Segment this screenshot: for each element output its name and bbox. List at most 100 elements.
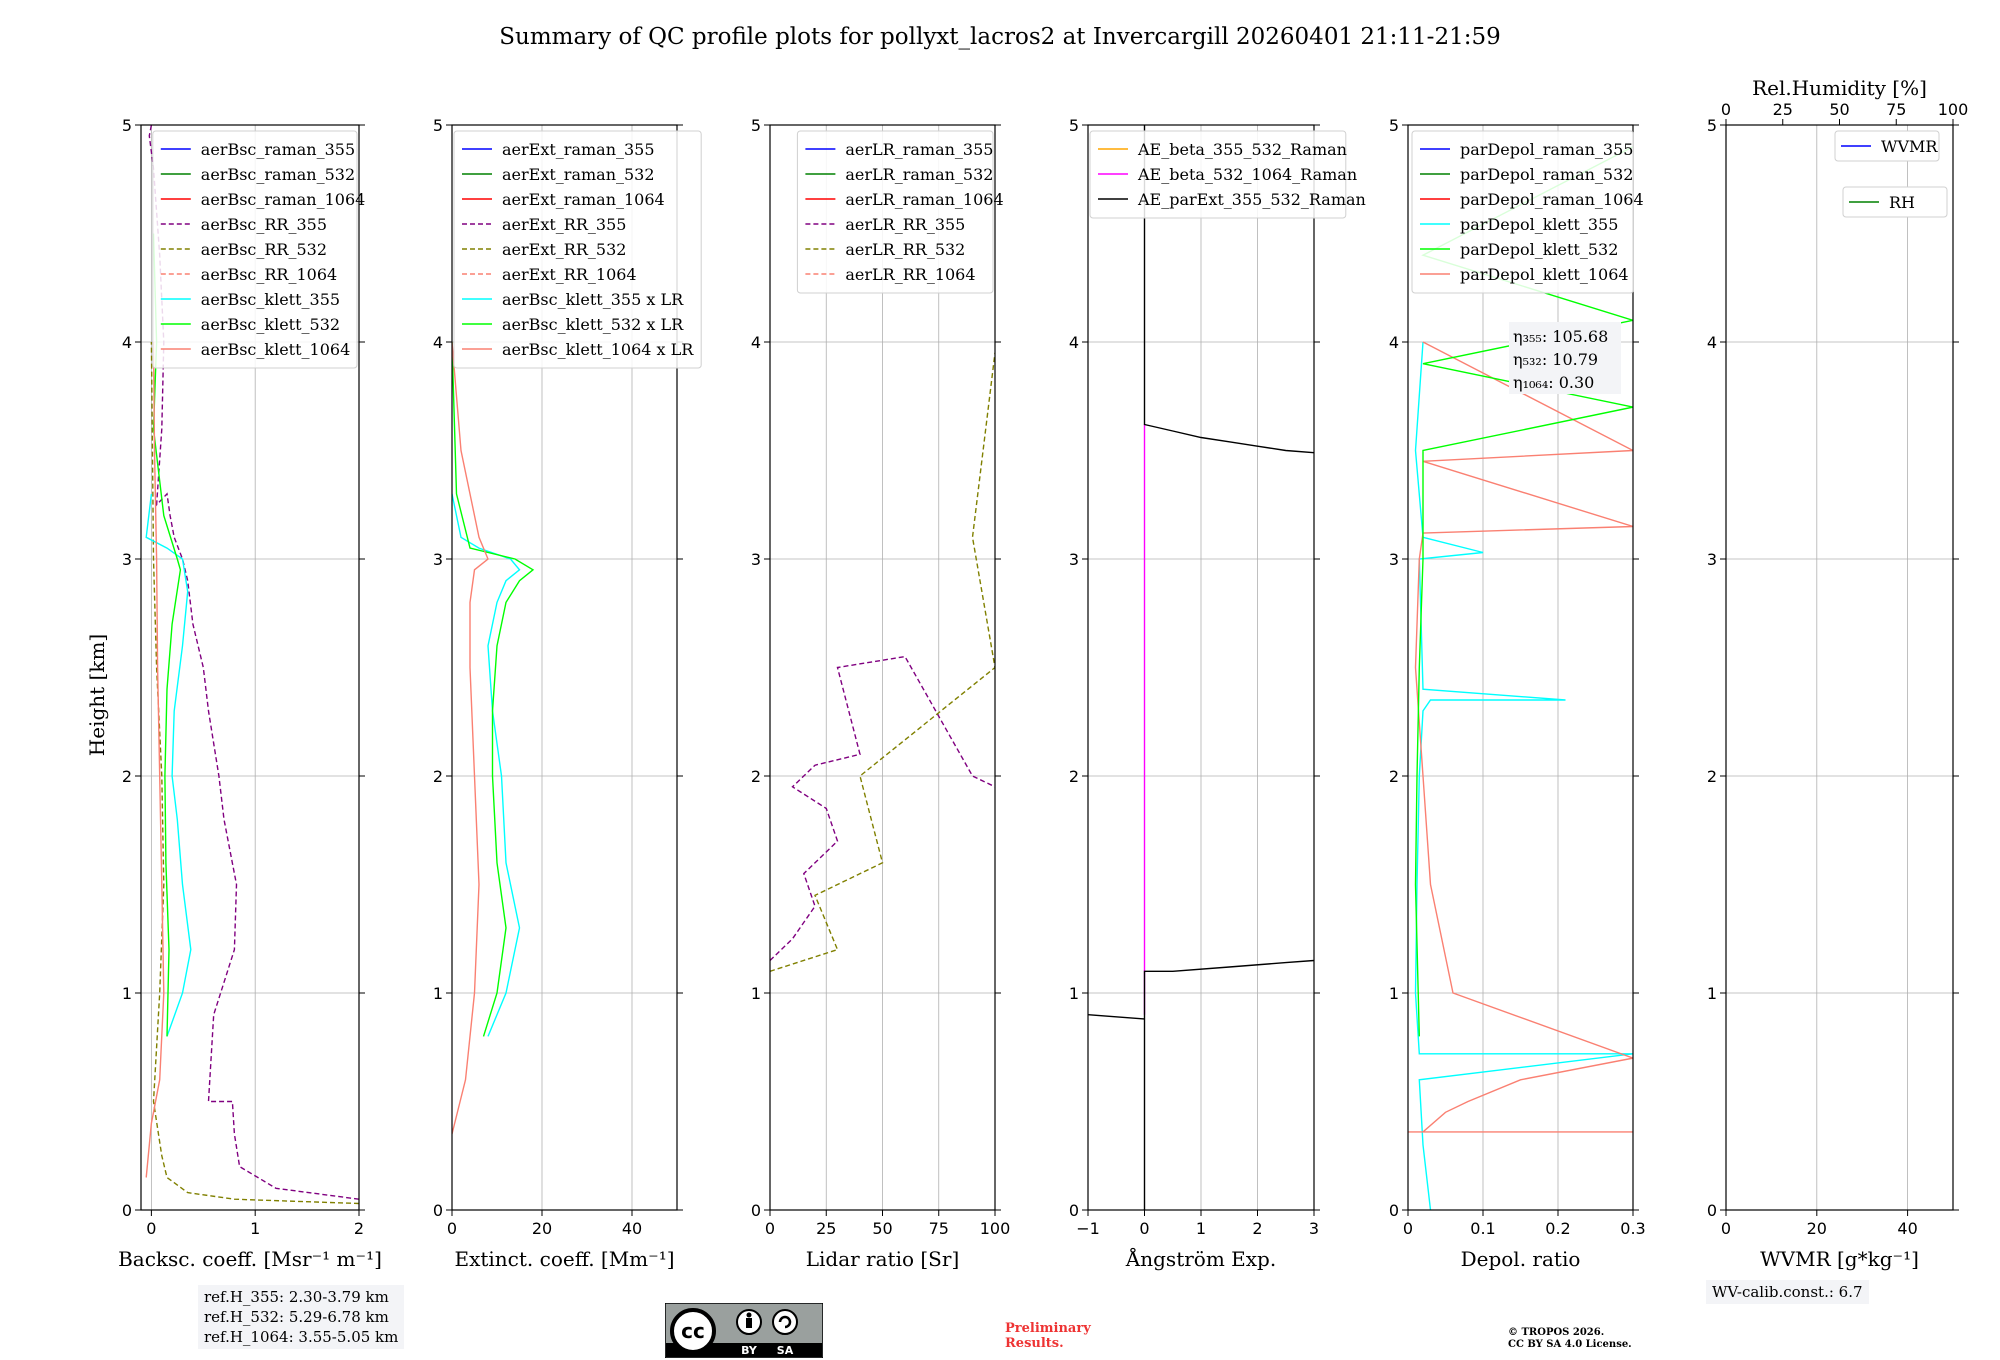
y-tick-label: 5 xyxy=(751,116,761,135)
copyright-note: © TROPOS 2026. CC BY SA 4.0 License. xyxy=(1508,1327,1632,1350)
top-x-tick-label: 75 xyxy=(1886,100,1906,119)
legend-label: parDepol_raman_532 xyxy=(1460,165,1633,184)
panel-lidar_ratio: 0 25 50 75 100 0 1 2 3 4 5 Lidar ratio [Sr] aerLR_ra… xyxy=(751,116,1010,1271)
y-tick-label: 0 xyxy=(122,1201,132,1220)
legend-label: aerLR_RR_355 xyxy=(845,215,965,234)
y-tick-label: 2 xyxy=(1389,767,1399,786)
y-tick-label: 5 xyxy=(1707,116,1717,135)
y-tick-label: 4 xyxy=(751,333,761,352)
reference-height-box: ref.H_355: 2.30-3.79 km ref.H_532: 5.29-… xyxy=(198,1285,405,1349)
top-x-tick-label: 25 xyxy=(1773,100,1793,119)
legend-label: aerExt_RR_355 xyxy=(502,215,626,234)
y-tick-label: 3 xyxy=(122,550,132,569)
legend-label: aerExt_raman_532 xyxy=(502,165,655,184)
x-tick-label: 3 xyxy=(1309,1219,1319,1238)
y-tick-label: 1 xyxy=(751,984,761,1003)
x-axis-label: Extinct. coeff. [Mm⁻¹] xyxy=(454,1247,674,1271)
series-aerBsc_klett_355 x LR xyxy=(452,493,521,1037)
x-tick-label: 25 xyxy=(816,1219,836,1238)
legend-box xyxy=(796,130,994,294)
legend-label: aerBsc_RR_355 xyxy=(201,215,327,234)
y-tick-label: 0 xyxy=(1069,1201,1079,1220)
x-tick-label: 0 xyxy=(146,1219,156,1238)
x-axis-label: WVMR [g*kg⁻¹] xyxy=(1760,1247,1919,1271)
x-tick-label: 0 xyxy=(1721,1219,1731,1238)
y-tick-label: 0 xyxy=(751,1201,761,1220)
y-tick-label: 5 xyxy=(1389,116,1399,135)
top-x-tick-label: 50 xyxy=(1829,100,1849,119)
y-tick-label: 0 xyxy=(1389,1201,1399,1220)
legend-box xyxy=(453,130,702,369)
axes-frame xyxy=(140,124,360,1211)
ref-height-1064: ref.H_1064: 3.55-5.05 km xyxy=(204,1328,399,1346)
cc-by-sa-badge: cc BY SA xyxy=(665,1303,823,1358)
y-tick-label: 2 xyxy=(1069,767,1079,786)
x-tick-label: 50 xyxy=(872,1219,892,1238)
legend-label: aerExt_RR_1064 xyxy=(502,265,637,284)
x-axis-label: Backsc. coeff. [Msr⁻¹ m⁻¹] xyxy=(118,1247,382,1271)
legend-label: aerBsc_klett_355 xyxy=(201,290,340,309)
x-tick-label: 100 xyxy=(980,1219,1011,1238)
legend-label: aerExt_raman_355 xyxy=(502,140,655,159)
panel-backscatter: 0 1 2 0 1 2 3 4 5 Backsc. coeff. [Msr⁻¹ m⁻¹] aerBs… xyxy=(118,116,382,1271)
y-tick-label: 5 xyxy=(1069,116,1079,135)
legend-box xyxy=(1089,130,1347,219)
legend: parDepol_raman_355 parDepol_raman_532 parD… xyxy=(1411,130,1644,294)
y-tick-label: 4 xyxy=(1707,333,1717,352)
legend-label: aerExt_raman_1064 xyxy=(502,190,665,209)
eta-annotation: η₁₀₆₄: 0.30 xyxy=(1513,373,1594,392)
eta-annotation: η₃₅₅: 105.68 xyxy=(1513,327,1608,346)
legend: aerLR_raman_355 aerLR_raman_532 aerLR_rama… xyxy=(796,130,1004,294)
series-aerBsc_RR_355 xyxy=(148,125,359,1200)
legend-label: aerLR_raman_1064 xyxy=(845,190,1003,209)
series-parDepol_klett_355 xyxy=(1414,341,1633,1210)
x-tick-label: 40 xyxy=(1897,1219,1917,1238)
legend-label: parDepol_raman_1064 xyxy=(1460,190,1644,209)
ref-height-532: ref.H_532: 5.29-6.78 km xyxy=(204,1308,389,1326)
x-tick-label: 2 xyxy=(354,1219,364,1238)
legend-label: aerLR_RR_1064 xyxy=(845,265,975,284)
legend-label: aerBsc_klett_532 xyxy=(201,315,340,334)
y-tick-label: 5 xyxy=(433,116,443,135)
y-tick-label: 3 xyxy=(1389,550,1399,569)
panel-wvmr: 0 20 40 0 1 2 3 4 5 WVMR [g*kg⁻¹] 0 25 50 75 100 Rel.Hu… xyxy=(1707,76,1968,1271)
y-tick-label: 4 xyxy=(433,333,443,352)
legend-label: aerBsc_raman_355 xyxy=(201,140,355,159)
x-tick-label: 2 xyxy=(1252,1219,1262,1238)
legend: aerBsc_raman_355 aerBsc_raman_532 aerBsc_r… xyxy=(152,130,365,369)
figure-title: Summary of QC profile plots for pollyxt_… xyxy=(499,24,1500,50)
x-tick-label: 0 xyxy=(447,1219,457,1238)
x-tick-label: 1 xyxy=(1196,1219,1206,1238)
series-aerBsc_klett_1064 x LR xyxy=(452,341,489,1135)
series-AE_parExt_355_532_Raman_upper xyxy=(1143,125,1314,454)
legend-label: parDepol_klett_532 xyxy=(1460,240,1618,259)
legend-label: WVMR xyxy=(1881,137,1938,156)
svg-text:BY: BY xyxy=(741,1344,758,1357)
svg-text:cc: cc xyxy=(681,1319,705,1343)
x-tick-label: 0.2 xyxy=(1545,1219,1570,1238)
y-tick-label: 0 xyxy=(1707,1201,1717,1220)
y-tick-label: 2 xyxy=(433,767,443,786)
x-tick-label: 0.1 xyxy=(1470,1219,1495,1238)
x-tick-label: 20 xyxy=(1807,1219,1827,1238)
legend-label: aerExt_RR_532 xyxy=(502,240,626,259)
legend-label: aerBsc_klett_1064 x LR xyxy=(502,340,694,359)
series-group xyxy=(145,125,359,1205)
x-tick-label: 1 xyxy=(250,1219,260,1238)
legend-label: aerBsc_klett_355 x LR xyxy=(502,290,684,309)
x-axis-label: Depol. ratio xyxy=(1461,1247,1581,1271)
x-tick-label: 0 xyxy=(1403,1219,1413,1238)
x-tick-label: 0 xyxy=(765,1219,775,1238)
legend-label: aerLR_raman_355 xyxy=(845,140,993,159)
legend-label: aerBsc_raman_532 xyxy=(201,165,355,184)
y-tick-label: 3 xyxy=(751,550,761,569)
series-group xyxy=(1408,146,1633,1210)
series-group xyxy=(1088,125,1314,1210)
svg-text:SA: SA xyxy=(777,1344,794,1357)
legend-label: aerLR_RR_532 xyxy=(845,240,965,259)
series-group xyxy=(452,341,535,1135)
y-tick-label: 4 xyxy=(1069,333,1079,352)
y-axis-label: Height [km] xyxy=(85,634,109,756)
y-tick-label: 4 xyxy=(1389,333,1399,352)
